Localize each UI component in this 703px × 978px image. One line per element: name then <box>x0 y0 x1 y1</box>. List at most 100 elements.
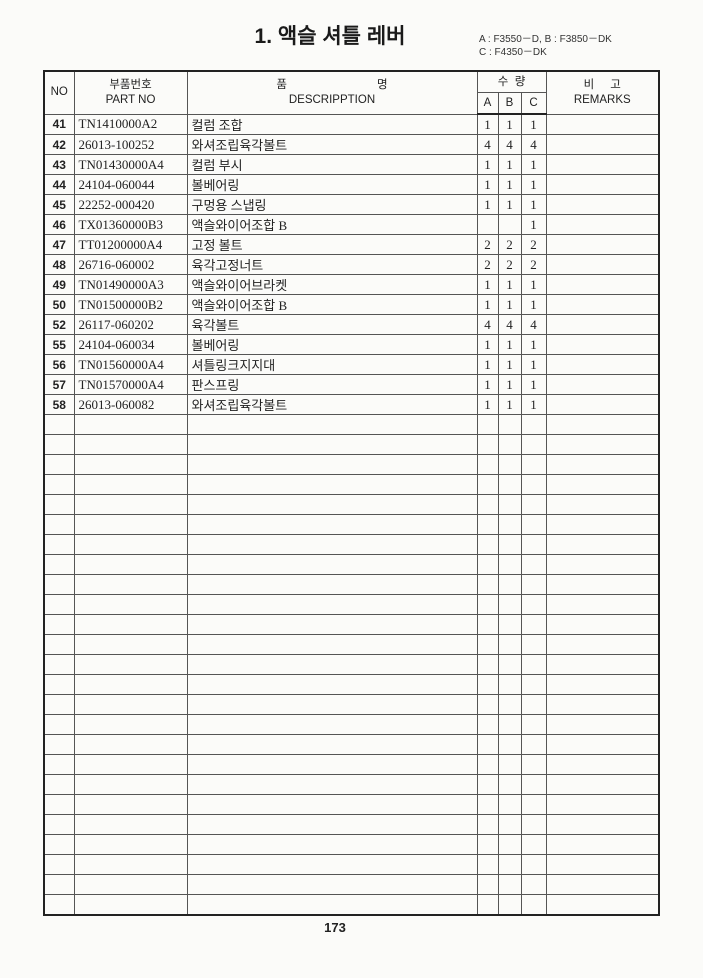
cell-remarks <box>545 634 660 655</box>
cell-part-no <box>73 854 188 875</box>
cell-part-no: 24104-060034 <box>73 334 188 355</box>
cell-no <box>43 674 75 695</box>
cell-no: 45 <box>43 194 75 215</box>
cell-qty-a: 1 <box>476 374 499 395</box>
cell-qty-b <box>497 794 522 815</box>
cell-no <box>43 614 75 635</box>
cell-qty-a <box>476 674 499 695</box>
cell-remarks <box>545 174 660 195</box>
cell-part-no: TN01430000A4 <box>73 154 188 175</box>
cell-description: 와셔조립육각볼트 <box>186 134 478 155</box>
cell-part-no <box>73 734 188 755</box>
cell-qty-c <box>520 554 547 575</box>
cell-no <box>43 594 75 615</box>
cell-description: 판스프링 <box>186 374 478 395</box>
cell-description: 육각고정너트 <box>186 254 478 275</box>
table-row <box>43 594 660 615</box>
cell-part-no <box>73 594 188 615</box>
cell-part-no <box>73 534 188 555</box>
model-legend-line: A : F3550－D, B : F3850－DK <box>479 34 612 45</box>
cell-qty-a <box>476 654 499 675</box>
cell-qty-a <box>476 754 499 775</box>
cell-description: 고정 볼트 <box>186 234 478 255</box>
cell-description: 육각볼트 <box>186 314 478 335</box>
cell-remarks <box>545 334 660 355</box>
cell-qty-a: 2 <box>476 254 499 275</box>
cell-qty-c: 1 <box>520 174 547 195</box>
cell-qty-a: 1 <box>476 394 499 415</box>
cell-no: 48 <box>43 254 75 275</box>
cell-qty-a: 2 <box>476 234 499 255</box>
cell-remarks <box>545 234 660 255</box>
cell-description <box>186 414 478 435</box>
cell-part-no <box>73 894 188 916</box>
cell-qty-b <box>497 434 522 455</box>
cell-qty-a <box>476 874 499 895</box>
header-qty-c: C <box>520 92 547 115</box>
cell-no <box>43 814 75 835</box>
cell-description <box>186 854 478 875</box>
cell-qty-a <box>476 534 499 555</box>
table-row <box>43 534 660 555</box>
cell-no <box>43 434 75 455</box>
cell-remarks <box>545 674 660 695</box>
cell-description <box>186 514 478 535</box>
cell-qty-b <box>497 774 522 795</box>
cell-part-no <box>73 714 188 735</box>
table-row <box>43 414 660 435</box>
cell-qty-b: 2 <box>497 234 522 255</box>
cell-remarks <box>545 654 660 675</box>
cell-qty-c <box>520 834 547 855</box>
header-quantity: 수 량 <box>476 70 547 93</box>
cell-qty-a <box>476 894 499 916</box>
cell-description: 액슬와이어브라켓 <box>186 274 478 295</box>
cell-part-no: TX01360000B3 <box>73 214 188 235</box>
table-row: 48 26716-060002 육각고정너트 2 2 2 <box>43 254 660 275</box>
table-row <box>43 854 660 875</box>
cell-part-no: 26117-060202 <box>73 314 188 335</box>
cell-no <box>43 894 75 916</box>
cell-qty-c <box>520 694 547 715</box>
cell-no <box>43 794 75 815</box>
cell-qty-b <box>497 454 522 475</box>
cell-qty-a <box>476 494 499 515</box>
cell-qty-c: 1 <box>520 394 547 415</box>
table-row: 46 TX01360000B3 액슬와이어조합 B 1 <box>43 214 660 235</box>
header-desc-ko-1: 품 <box>276 78 287 91</box>
cell-qty-b <box>497 574 522 595</box>
parts-table: NO 부품번호 PART NO 품 명 DESCRIPPTION 수 량 비 고 REM… <box>43 70 660 916</box>
model-legend-line: C : F4350－DK <box>479 47 547 58</box>
cell-part-no: TN01560000A4 <box>73 354 188 375</box>
cell-qty-a <box>476 814 499 835</box>
cell-part-no: TN01490000A3 <box>73 274 188 295</box>
header-qty-a: A <box>476 92 499 115</box>
table-row: 44 24104-060044 볼베어링 1 1 1 <box>43 174 660 195</box>
cell-qty-b: 4 <box>497 134 522 155</box>
cell-remarks <box>545 214 660 235</box>
header-part-no: 부품번호 PART NO <box>73 70 188 115</box>
cell-part-no <box>73 834 188 855</box>
cell-qty-a: 1 <box>476 154 499 175</box>
cell-qty-a: 1 <box>476 334 499 355</box>
cell-qty-c <box>520 594 547 615</box>
cell-qty-c: 1 <box>520 374 547 395</box>
cell-remarks <box>545 454 660 475</box>
cell-qty-c: 1 <box>520 354 547 375</box>
cell-description <box>186 734 478 755</box>
cell-qty-c: 1 <box>520 194 547 215</box>
cell-qty-c: 4 <box>520 314 547 335</box>
cell-qty-a <box>476 694 499 715</box>
cell-no <box>43 754 75 775</box>
table-row <box>43 814 660 835</box>
cell-no <box>43 714 75 735</box>
header-desc-ko-2: 명 <box>377 78 388 91</box>
cell-remarks <box>545 614 660 635</box>
cell-qty-c <box>520 634 547 655</box>
cell-remarks <box>545 494 660 515</box>
cell-remarks <box>545 554 660 575</box>
table-row <box>43 794 660 815</box>
cell-part-no: 26716-060002 <box>73 254 188 275</box>
cell-no: 55 <box>43 334 75 355</box>
cell-qty-b <box>497 534 522 555</box>
